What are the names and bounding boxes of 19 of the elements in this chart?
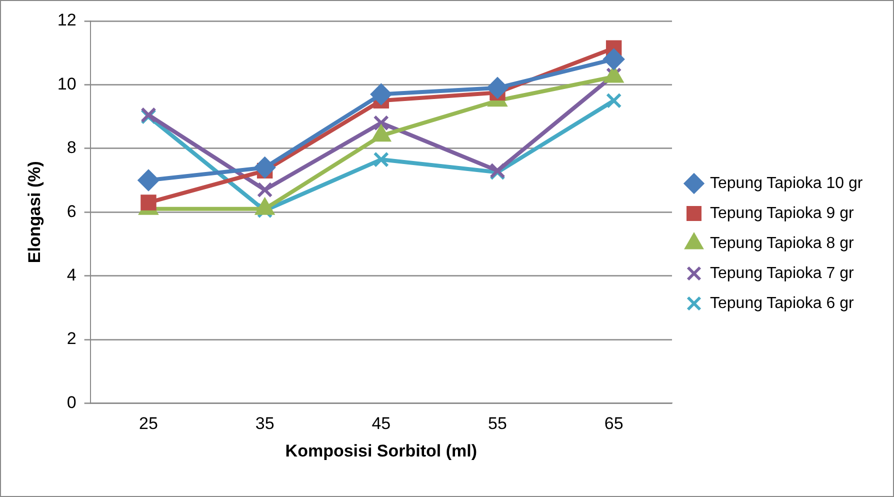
y-axis-title: Elongasi (%) — [24, 161, 44, 264]
y-tick-label: 0 — [66, 392, 76, 412]
y-tick-label: 2 — [66, 329, 76, 348]
x-tick-label: 45 — [372, 414, 391, 434]
x-tick-label: 55 — [488, 414, 507, 434]
legend-label: Tepung Tapioka 6 gr — [710, 294, 854, 312]
x-tick-label: 65 — [604, 414, 624, 434]
y-tick-label: 6 — [66, 202, 76, 221]
y-tick-label: 10 — [57, 74, 76, 94]
y-tick-label: 4 — [66, 265, 76, 284]
y-tick-label: 12 — [57, 10, 76, 30]
legend-label: Tepung Tapioka 10 gr — [710, 174, 864, 192]
legend-label: Tepung Tapioka 9 gr — [710, 204, 854, 222]
legend-label: Tepung Tapioka 7 gr — [710, 264, 854, 282]
y-tick-label: 8 — [66, 138, 76, 158]
legend-label: Tepung Tapioka 8 gr — [710, 234, 854, 252]
x-tick-label: 35 — [255, 414, 274, 434]
x-axis-title: Komposisi Sorbitol (ml) — [285, 441, 478, 460]
x-tick-label: 25 — [139, 414, 158, 434]
